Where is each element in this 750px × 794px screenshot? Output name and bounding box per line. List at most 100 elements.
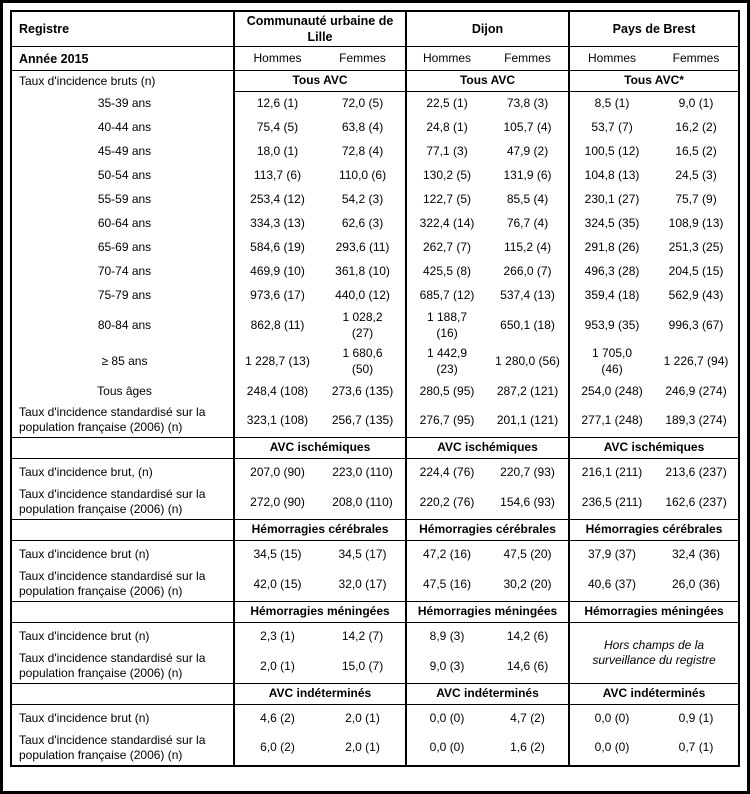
value-cell: 230,1 (27) <box>568 187 655 212</box>
row-label: Taux d'incidence standardisé sur la popu… <box>11 567 235 602</box>
value-cell: 469,9 (10) <box>233 259 320 284</box>
value-cell: 207,0 (90) <box>233 458 320 486</box>
corner-registre-label: Registre <box>11 11 235 47</box>
value-cell: 996,3 (67) <box>668 317 724 332</box>
sex-header-row: Année 2015 Hommes Femmes Hommes Femmes H… <box>11 46 740 71</box>
value-cell: 115,2 (4) <box>503 239 552 254</box>
section-header-row-hemorragies-cerebrales: Hémorragies cérébrales Hémorragies cérébr… <box>11 519 740 541</box>
data-row: 80-84 ans 862,8 (11) 1 028,2 (27) 1 188,7 (… <box>11 307 739 344</box>
value-cell: 8,5 (1) <box>568 91 655 116</box>
group-header-tous-avc-1: Tous AVC <box>405 70 570 92</box>
value-cell: 253,4 (12) <box>233 187 320 212</box>
value-cell: 32,4 (36) <box>672 546 721 561</box>
value-cell: 26,0 (36) <box>672 576 721 591</box>
value-cell: 14,6 (6) <box>506 658 549 673</box>
value-cell: 34,5 (17) <box>338 546 387 561</box>
group-header-avc-indetermines-2: AVC indéterminés <box>568 683 740 705</box>
value-cell: 220,2 (76) <box>405 485 488 520</box>
value-cell: 85,5 (4) <box>506 191 549 206</box>
region-header-row: Registre Communauté urbaine de Lille Dij… <box>11 11 740 47</box>
data-row: Taux d'incidence standardisé sur la popu… <box>11 403 739 438</box>
row-label: Taux d'incidence standardisé sur la popu… <box>11 485 235 520</box>
value-cell: 1,6 (2) <box>510 740 545 755</box>
sex-label-lille-femmes: Femmes <box>320 46 407 71</box>
value-cell: 293,6 (11) <box>335 239 390 254</box>
value-cell: 973,6 (17) <box>233 283 320 308</box>
row-label: Taux d'incidence brut (n) <box>11 622 235 650</box>
value-cell: 24,5 (3) <box>675 167 717 182</box>
section-header-row-avc-indetermines: AVC indéterminés AVC indéterminés AVC indé… <box>11 683 740 705</box>
group-header-hemorragies-cerebrales-1: Hémorragies cérébrales <box>405 519 570 541</box>
row-label: Taux d'incidence brut, (n) <box>11 458 235 486</box>
row-label: 75-79 ans <box>11 283 235 308</box>
value-cell: 47,9 (2) <box>506 143 549 158</box>
value-cell: 273,6 (135) <box>331 383 394 398</box>
sex-label-brest-hommes: Hommes <box>568 46 655 71</box>
data-row: 35-39 ans 12,6 (1) 72,0 (5) 22,5 (1) 73,8 (3… <box>11 91 739 116</box>
value-cell: 254,0 (248) <box>568 379 655 404</box>
value-cell: 361,8 (10) <box>335 263 390 278</box>
group-header-avc-indetermines-0: AVC indéterminés <box>232 683 407 705</box>
value-cell: 62,6 (3) <box>341 215 384 230</box>
value-cell: 1 705,0 (46) <box>568 343 655 380</box>
value-cell: 0,0 (0) <box>568 704 655 732</box>
value-cell: 30,2 (20) <box>503 576 552 591</box>
value-cell: 4,7 (2) <box>510 710 545 725</box>
row-label: Taux d'incidence brut (n) <box>11 704 235 732</box>
value-cell: 496,3 (28) <box>568 259 655 284</box>
value-cell: 0,9 (1) <box>678 710 714 725</box>
row-label: 50-54 ans <box>11 163 235 188</box>
value-cell: 75,7 (9) <box>675 191 717 206</box>
value-cell: 0,0 (0) <box>405 704 488 732</box>
data-row: Taux d'incidence standardisé sur la popu… <box>11 567 739 602</box>
value-cell: 322,4 (14) <box>405 211 488 236</box>
row-label: Taux d'incidence standardisé sur la popu… <box>11 731 235 766</box>
value-cell: 280,5 (95) <box>405 379 488 404</box>
value-cell: 110,0 (6) <box>338 167 387 182</box>
empty-label-cell <box>11 601 235 623</box>
section-header-row-tous-avc: Taux d'incidence bruts (n) Tous AVC Tous A… <box>11 70 740 92</box>
value-cell: 223,0 (110) <box>332 464 393 479</box>
value-cell: 256,7 (135) <box>331 412 394 427</box>
data-row: Tous âges 248,4 (108) 273,6 (135) 280,5 (95… <box>11 379 739 404</box>
sex-label-lille-hommes: Hommes <box>233 46 320 71</box>
value-cell: 287,2 (121) <box>496 383 559 398</box>
sex-label-dijon-femmes: Femmes <box>487 46 570 71</box>
value-cell: 131,9 (6) <box>503 167 552 182</box>
incidence-table: Registre Communauté urbaine de Lille Dij… <box>10 10 741 767</box>
value-cell: 1 188,7 (16) <box>405 307 488 344</box>
value-cell: 162,6 (237) <box>665 494 727 509</box>
section-header-row-avc-ischemiques: AVC ischémiques AVC ischémiques AVC ischém… <box>11 437 740 459</box>
value-cell: 12,6 (1) <box>233 91 320 116</box>
value-cell: 47,2 (16) <box>405 540 488 568</box>
data-row: ≥ 85 ans 1 228,7 (13) 1 680,6 (50) 1 442,9 … <box>11 343 739 380</box>
value-cell: 251,3 (25) <box>668 239 724 254</box>
empty-label-cell <box>11 519 235 541</box>
row-label: 80-84 ans <box>11 307 235 344</box>
value-cell: 113,7 (6) <box>233 163 320 188</box>
row-label: 35-39 ans <box>11 91 235 116</box>
row-label: 60-64 ans <box>11 211 235 236</box>
value-cell: 8,9 (3) <box>405 622 488 650</box>
value-cell: 100,5 (12) <box>568 139 655 164</box>
value-cell: 189,3 (274) <box>665 412 727 427</box>
value-cell: 1 226,7 (94) <box>663 353 729 368</box>
empty-label-cell <box>11 437 235 459</box>
value-cell: 34,5 (15) <box>233 540 320 568</box>
value-cell: 425,5 (8) <box>405 259 488 284</box>
value-cell: 130,2 (5) <box>405 163 488 188</box>
value-cell: 272,0 (90) <box>233 485 320 520</box>
value-cell: 537,4 (13) <box>500 287 555 302</box>
group-header-avc-ischemiques-2: AVC ischémiques <box>568 437 740 459</box>
value-cell: 4,6 (2) <box>233 704 320 732</box>
value-cell: 122,7 (5) <box>405 187 488 212</box>
row-label: Taux d'incidence standardisé sur la popu… <box>11 403 235 438</box>
value-cell: 2,0 (1) <box>233 649 320 684</box>
value-cell: 42,0 (15) <box>233 567 320 602</box>
value-cell: 14,2 (7) <box>341 628 384 643</box>
group-header-avc-indetermines-1: AVC indéterminés <box>405 683 570 705</box>
value-cell: 0,7 (1) <box>678 740 714 755</box>
value-cell: 22,5 (1) <box>405 91 488 116</box>
group-header-avc-ischemiques-0: AVC ischémiques <box>232 437 407 459</box>
value-cell: 18,0 (1) <box>233 139 320 164</box>
